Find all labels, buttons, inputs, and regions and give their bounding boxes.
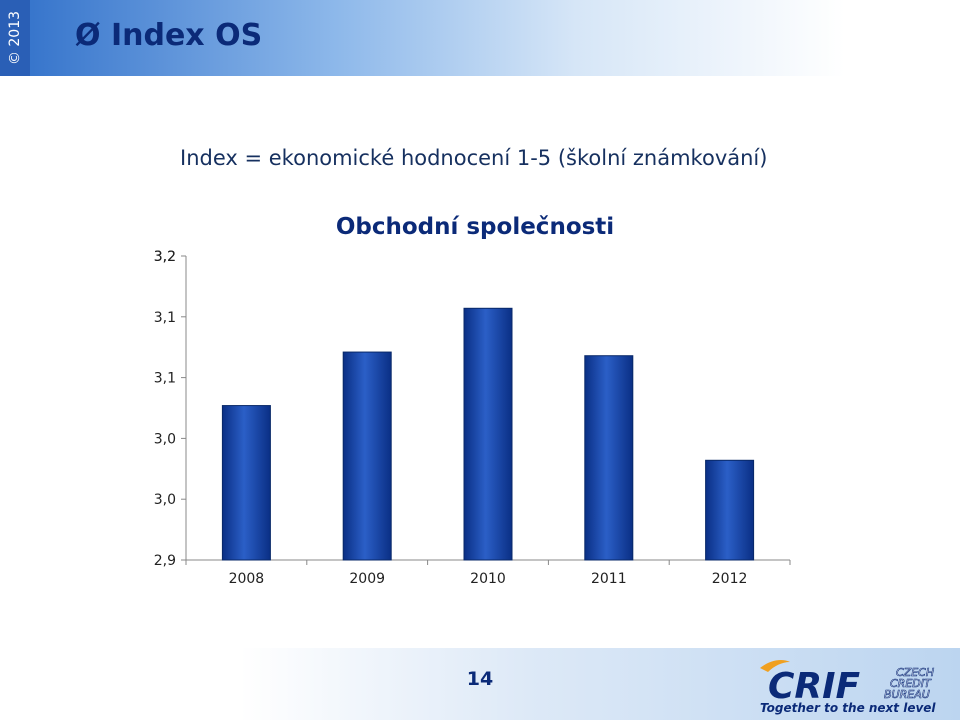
- y-tick-label: 3,2: [154, 249, 176, 265]
- crif-logo-sub-2: CREDIT: [890, 677, 932, 690]
- crif-logo-wordmark: CRIF: [768, 666, 861, 707]
- crif-logo-swoosh: [760, 660, 790, 672]
- y-tick-label: 3,1: [154, 371, 176, 387]
- crif-logo-sub-3: BUREAU: [884, 688, 930, 701]
- crif-logo: CRIF CZECH CREDIT BUREAU: [760, 660, 934, 707]
- page-title: Ø Index OS: [75, 18, 263, 53]
- bar-chart: Obchodní společnosti 2,93,03,03,13,13,23…: [154, 214, 791, 587]
- bar-2012: [705, 459, 755, 561]
- x-tick-label: 2010: [470, 571, 506, 587]
- tagline: Together to the next level: [760, 701, 936, 715]
- crif-logo-sub-1: CZECH: [896, 666, 934, 679]
- copyright-strip: © 2013: [0, 0, 30, 76]
- y-tick-label-top: 3,2: [154, 249, 176, 265]
- x-tick-label: 2011: [591, 571, 627, 587]
- x-tick-label: 2008: [229, 571, 265, 587]
- y-ticks-group: 2,93,03,03,13,13,23,2: [154, 249, 186, 569]
- chart-title: Obchodní společnosti: [336, 214, 614, 240]
- page-number: 14: [466, 668, 494, 690]
- y-tick-label: 3,1: [154, 310, 176, 326]
- x-ticks-group: 2008 2009 2010 2011 2012: [185, 560, 791, 587]
- x-tick-label: 2009: [349, 571, 385, 587]
- footer-band: [0, 648, 960, 720]
- y-tick-label: 2,9: [154, 553, 176, 569]
- bars-group: [221, 307, 755, 561]
- chart-subtitle: Index = ekonomické hodnocení 1-5 (školní…: [180, 146, 768, 170]
- bar-2008: [221, 405, 271, 561]
- header-bar: © 2013 Ø Index OS: [0, 0, 960, 76]
- copyright-label: © 2013: [7, 10, 23, 66]
- bar-2009: [342, 351, 392, 561]
- y-tick-label: 3,0: [154, 492, 176, 508]
- bar-2010: [463, 307, 513, 561]
- bar-2011: [584, 355, 634, 561]
- x-tick-label: 2012: [712, 571, 748, 587]
- y-tick-label: 3,0: [154, 431, 176, 447]
